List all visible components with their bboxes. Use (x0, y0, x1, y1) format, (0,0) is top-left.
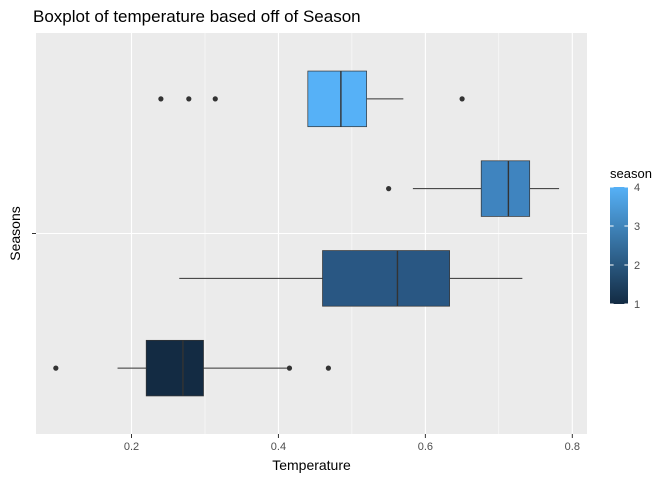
colorbar (610, 187, 628, 304)
boxes (53, 70, 560, 397)
outlier-point (286, 365, 293, 371)
legend-title: season (610, 166, 652, 181)
outlier-point (212, 96, 218, 102)
box-body (480, 160, 531, 217)
outlier-point (459, 96, 465, 102)
box-body (145, 339, 204, 397)
x-axis-title: Temperature (272, 457, 351, 473)
outlier-point (325, 365, 331, 371)
x-tick-label: 0.4 (271, 441, 286, 453)
outlier-point (186, 96, 192, 102)
axes: 0.2 0.4 0.6 0.8 (32, 233, 580, 453)
legend-label: 1 (634, 299, 640, 311)
legend-label: 3 (634, 221, 640, 233)
y-axis-title: Seasons (7, 206, 23, 260)
box-season-3 (386, 160, 560, 217)
outlier-point (53, 365, 59, 371)
box-season-2 (179, 250, 523, 307)
box-season-4 (158, 70, 465, 128)
legend-label: 2 (634, 260, 640, 272)
x-tick-label: 0.8 (565, 441, 580, 453)
box-body (322, 250, 450, 307)
box-season-1 (53, 339, 331, 397)
legend: season 1 2 3 4 (610, 166, 652, 311)
x-tick-label: 0.6 (418, 441, 433, 453)
outlier-point (386, 186, 392, 192)
box-body (307, 70, 367, 128)
outlier-point (158, 96, 164, 102)
x-tick-label: 0.2 (124, 441, 139, 453)
legend-label: 4 (634, 182, 640, 194)
grid-lines (36, 33, 587, 434)
chart-title: Boxplot of temperature based off of Seas… (33, 7, 361, 26)
